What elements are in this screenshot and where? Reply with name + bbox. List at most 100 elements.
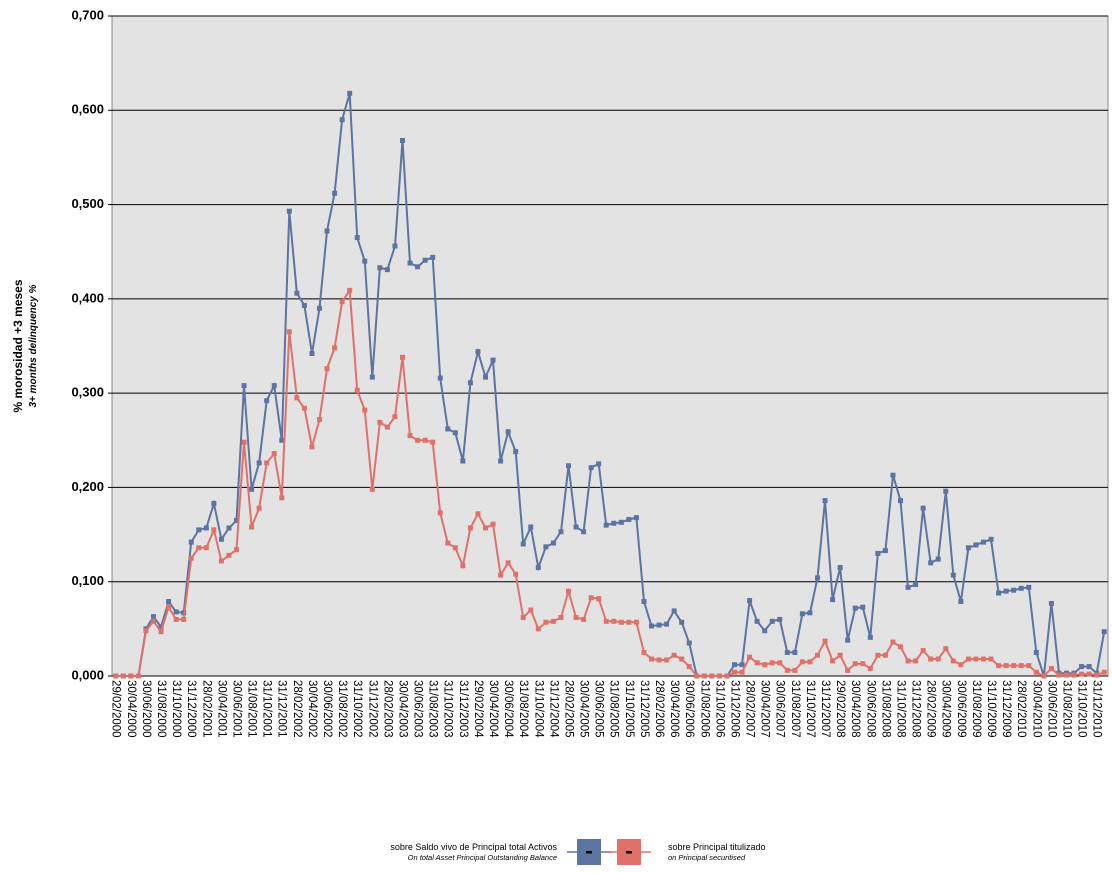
marker bbox=[430, 254, 436, 260]
x-tick-label: 30/04/2000 bbox=[125, 680, 137, 738]
marker bbox=[981, 539, 986, 545]
marker bbox=[807, 610, 813, 616]
marker bbox=[732, 662, 737, 668]
marker bbox=[898, 644, 903, 650]
marker bbox=[905, 658, 911, 664]
legend-dash bbox=[586, 851, 592, 854]
marker bbox=[558, 529, 564, 535]
y-tick-label: 0,200 bbox=[71, 479, 104, 494]
marker bbox=[679, 656, 685, 662]
marker bbox=[128, 673, 134, 679]
x-tick-label: 31/10/2003 bbox=[442, 680, 454, 738]
marker bbox=[581, 529, 587, 535]
marker bbox=[151, 614, 156, 620]
x-tick-label: 28/02/2006 bbox=[653, 680, 665, 738]
marker bbox=[1086, 664, 1092, 670]
marker bbox=[633, 619, 639, 625]
marker bbox=[822, 638, 828, 644]
x-tick-label: 31/08/2002 bbox=[336, 680, 348, 738]
marker bbox=[1033, 649, 1039, 655]
x-tick-label: 28/02/2001 bbox=[200, 680, 212, 738]
marker bbox=[754, 660, 760, 666]
marker bbox=[732, 669, 737, 675]
marker bbox=[566, 463, 571, 469]
marker bbox=[1101, 669, 1107, 675]
marker bbox=[769, 660, 775, 666]
legend-label: sobre Saldo vivo de Principal total Acti… bbox=[390, 842, 557, 852]
x-tick-label: 31/10/2010 bbox=[1076, 680, 1088, 738]
marker bbox=[664, 657, 670, 663]
x-tick-label: 31/10/2009 bbox=[985, 680, 997, 738]
marker bbox=[377, 419, 383, 425]
x-tick-label: 28/02/2003 bbox=[381, 680, 393, 738]
x-tick-label: 31/12/2001 bbox=[276, 680, 288, 738]
x-tick-label: 30/06/2000 bbox=[140, 680, 152, 738]
x-tick-label: 30/04/2003 bbox=[396, 680, 408, 738]
marker bbox=[347, 287, 353, 293]
marker bbox=[1011, 663, 1017, 669]
marker bbox=[324, 366, 330, 372]
marker bbox=[792, 667, 798, 673]
marker bbox=[611, 520, 617, 526]
marker bbox=[173, 609, 179, 615]
x-tick-label: 30/04/2002 bbox=[306, 680, 318, 738]
marker bbox=[566, 588, 571, 594]
marker bbox=[535, 626, 541, 632]
marker bbox=[920, 505, 926, 511]
marker bbox=[362, 258, 368, 264]
marker bbox=[573, 615, 579, 621]
marker bbox=[475, 349, 481, 355]
marker bbox=[1003, 588, 1009, 594]
y-axis-title: % morosidad +3 meses bbox=[11, 279, 25, 412]
marker bbox=[671, 608, 677, 614]
marker bbox=[301, 302, 307, 308]
x-tick-label: 30/04/2001 bbox=[215, 680, 227, 738]
x-tick-label: 30/06/2008 bbox=[864, 680, 876, 738]
marker bbox=[747, 598, 753, 604]
marker bbox=[649, 623, 654, 629]
marker bbox=[799, 611, 805, 617]
marker bbox=[686, 664, 692, 670]
x-tick-label: 31/12/2002 bbox=[366, 680, 378, 738]
x-tick-label: 31/12/2006 bbox=[728, 680, 740, 738]
x-tick-label: 31/08/2004 bbox=[517, 680, 529, 738]
marker bbox=[498, 458, 504, 464]
marker bbox=[965, 656, 971, 662]
marker bbox=[973, 542, 979, 548]
x-tick-label: 30/06/2006 bbox=[683, 680, 695, 738]
marker bbox=[422, 437, 428, 443]
marker bbox=[988, 536, 994, 542]
marker bbox=[505, 560, 511, 566]
marker bbox=[120, 673, 126, 679]
marker bbox=[611, 618, 617, 624]
x-tick-label: 30/06/2003 bbox=[412, 680, 424, 738]
marker bbox=[271, 450, 277, 456]
marker bbox=[1041, 673, 1047, 679]
marker bbox=[264, 460, 270, 466]
marker bbox=[218, 558, 224, 564]
x-tick-label: 31/10/2002 bbox=[351, 680, 363, 738]
x-tick-label: 31/08/2010 bbox=[1060, 680, 1072, 738]
marker bbox=[1033, 669, 1039, 675]
marker bbox=[317, 417, 322, 423]
marker bbox=[633, 515, 639, 521]
x-tick-label: 30/06/2004 bbox=[502, 680, 514, 738]
y-tick-label: 0,000 bbox=[71, 667, 104, 682]
marker bbox=[860, 604, 866, 610]
marker bbox=[218, 536, 224, 542]
marker bbox=[950, 658, 956, 664]
marker bbox=[166, 599, 172, 605]
marker bbox=[762, 662, 768, 668]
marker bbox=[626, 516, 632, 522]
x-tick-label: 28/02/2010 bbox=[1015, 680, 1027, 738]
marker bbox=[452, 430, 458, 436]
y-tick-label: 0,600 bbox=[71, 102, 104, 117]
marker bbox=[211, 500, 217, 506]
marker bbox=[384, 424, 390, 430]
marker bbox=[626, 619, 632, 625]
marker bbox=[286, 208, 292, 214]
marker bbox=[400, 137, 405, 143]
marker bbox=[656, 622, 662, 628]
marker bbox=[852, 605, 858, 611]
x-tick-label: 31/08/2007 bbox=[789, 680, 801, 738]
